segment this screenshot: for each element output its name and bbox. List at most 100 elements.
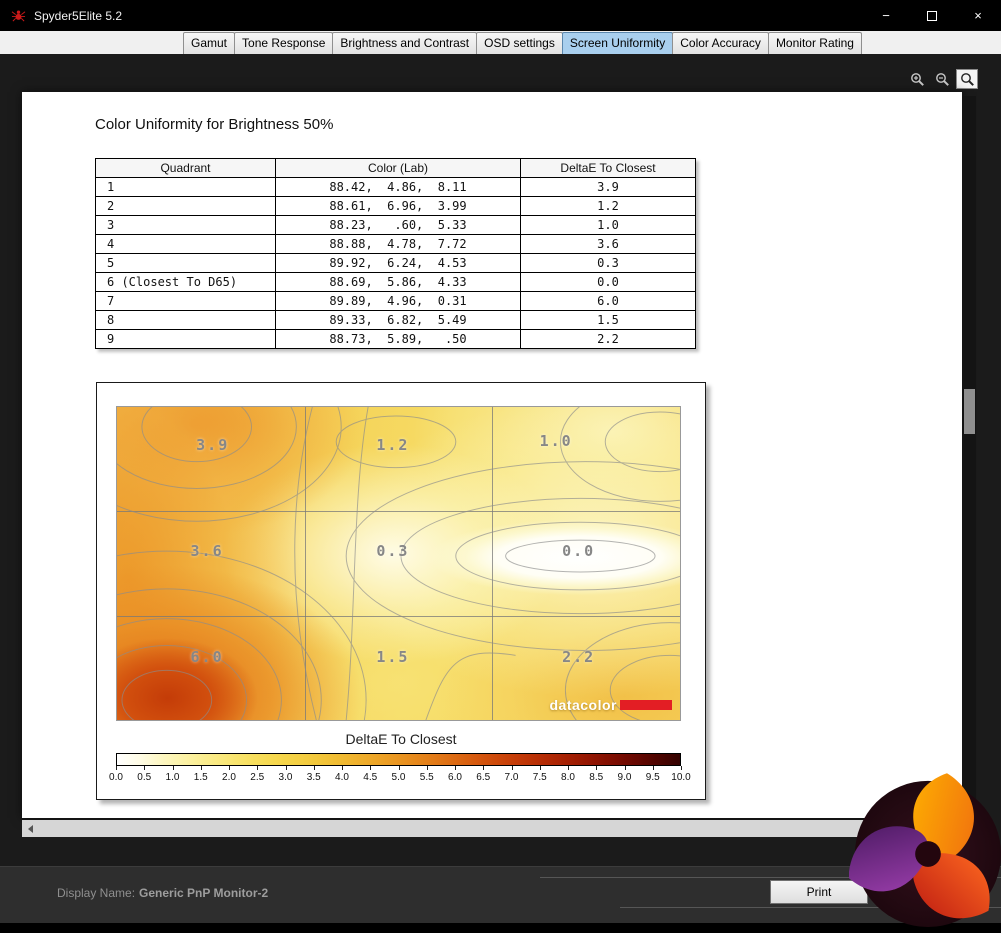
- spyder-swirl-logo: [849, 771, 1001, 933]
- cell-quadrant: 2: [96, 197, 276, 216]
- scale-tick: [653, 766, 654, 770]
- cell-delta: 1.5: [521, 311, 696, 330]
- cell-lab: 89.92, 6.24, 4.53: [276, 254, 521, 273]
- map-value-label: 0.3: [376, 542, 409, 560]
- magnifier-plus-icon: [910, 72, 925, 87]
- contour-lines: [117, 407, 680, 720]
- color-scale-bar: [116, 753, 681, 766]
- scale-tick: [512, 766, 513, 770]
- scale-tick: [342, 766, 343, 770]
- scale-tick: [681, 766, 682, 770]
- scale-tick-label: 5.5: [420, 772, 434, 783]
- scale-tick: [455, 766, 456, 770]
- scale-tick-label: 8.0: [561, 772, 575, 783]
- maximize-icon: [927, 11, 937, 21]
- tab-color-accuracy[interactable]: Color Accuracy: [672, 32, 769, 54]
- header-quadrant: Quadrant: [96, 159, 276, 178]
- scale-tick-label: 1.5: [194, 772, 208, 783]
- scale-tick-label: 1.0: [166, 772, 180, 783]
- map-value-label: 0.0: [562, 542, 595, 560]
- scale-tick: [286, 766, 287, 770]
- map-value-label: 3.6: [191, 542, 224, 560]
- scale-tick-label: 6.0: [448, 772, 462, 783]
- vertical-scrollbar[interactable]: [963, 96, 976, 844]
- scale-tick: [540, 766, 541, 770]
- window-controls: − ×: [863, 0, 1001, 31]
- chevron-left-icon: [28, 825, 33, 833]
- scale-tick: [625, 766, 626, 770]
- close-icon: ×: [974, 8, 982, 23]
- scroll-left-button[interactable]: [22, 820, 39, 837]
- scale-tick: [314, 766, 315, 770]
- cell-lab: 89.89, 4.96, 0.31: [276, 292, 521, 311]
- close-button[interactable]: ×: [955, 0, 1001, 31]
- map-value-label: 1.5: [376, 648, 409, 666]
- report-page: Color Uniformity for Brightness 50% Quad…: [22, 92, 962, 818]
- tab-tone-response[interactable]: Tone Response: [234, 32, 333, 54]
- cell-lab: 88.23, .60, 5.33: [276, 216, 521, 235]
- tab-monitor-rating[interactable]: Monitor Rating: [768, 32, 862, 54]
- map-value-label: 1.0: [540, 432, 573, 450]
- map-value-label: 3.9: [196, 436, 229, 454]
- scale-tick: [144, 766, 145, 770]
- cell-quadrant: 1: [96, 178, 276, 197]
- cell-quadrant: 3: [96, 216, 276, 235]
- cell-lab: 88.61, 6.96, 3.99: [276, 197, 521, 216]
- cell-quadrant: 5: [96, 254, 276, 273]
- cell-delta: 1.0: [521, 216, 696, 235]
- scale-tick: [370, 766, 371, 770]
- cell-delta: 3.9: [521, 178, 696, 197]
- scale-tick-label: 8.5: [589, 772, 603, 783]
- scale-tick: [596, 766, 597, 770]
- vertical-scrollbar-thumb[interactable]: [964, 389, 975, 434]
- scale-tick-label: 2.0: [222, 772, 236, 783]
- tab-brightness-and-contrast[interactable]: Brightness and Contrast: [332, 32, 477, 54]
- scale-ticks: [116, 766, 681, 771]
- scale-tick: [568, 766, 569, 770]
- zoom-fit-button[interactable]: [956, 69, 978, 89]
- cell-quadrant: 6 (Closest To D65): [96, 273, 276, 292]
- scale-tick: [201, 766, 202, 770]
- cell-delta: 2.2: [521, 330, 696, 349]
- cell-lab: 89.33, 6.82, 5.49: [276, 311, 521, 330]
- display-name: Display Name:Generic PnP Monitor-2: [57, 886, 268, 900]
- tab-screen-uniformity[interactable]: Screen Uniformity: [562, 32, 673, 54]
- zoom-out-button[interactable]: [931, 69, 953, 89]
- scale-tick-label: 4.0: [335, 772, 349, 783]
- scale-tick-label: 6.5: [476, 772, 490, 783]
- scale-tick-label: 7.5: [533, 772, 547, 783]
- horizontal-scrollbar[interactable]: [22, 820, 962, 837]
- window-title: Spyder5Elite 5.2: [34, 9, 122, 23]
- scale-tick: [173, 766, 174, 770]
- cell-delta: 1.2: [521, 197, 696, 216]
- spider-icon: [11, 8, 26, 23]
- scale-tick-label: 4.5: [363, 772, 377, 783]
- scale-tick-label: 9.0: [618, 772, 632, 783]
- tab-gamut[interactable]: Gamut: [183, 32, 235, 54]
- minimize-button[interactable]: −: [863, 0, 909, 31]
- tab-osd-settings[interactable]: OSD settings: [476, 32, 563, 54]
- maximize-button[interactable]: [909, 0, 955, 31]
- scale-tick-label: 3.0: [279, 772, 293, 783]
- scale-tick: [257, 766, 258, 770]
- cell-delta: 0.0: [521, 273, 696, 292]
- scale-tick-label: 0.0: [109, 772, 123, 783]
- scale-tick-label: 0.5: [137, 772, 151, 783]
- zoom-in-button[interactable]: [906, 69, 928, 89]
- header-color-lab: Color (Lab): [276, 159, 521, 178]
- cell-delta: 6.0: [521, 292, 696, 311]
- cell-delta: 3.6: [521, 235, 696, 254]
